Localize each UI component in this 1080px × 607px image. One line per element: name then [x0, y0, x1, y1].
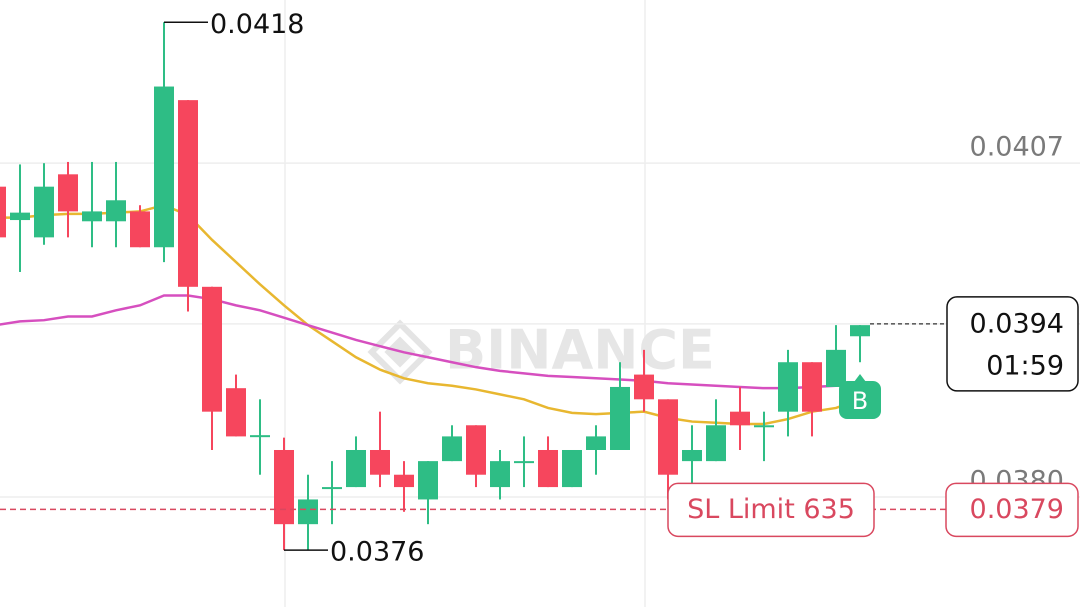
candle-body: [10, 212, 30, 221]
candle: [178, 100, 198, 312]
candle: [130, 205, 150, 248]
trade-marker-pointer: [854, 374, 866, 382]
candle: [0, 186, 6, 238]
candle-body: [586, 436, 606, 450]
candle: [34, 163, 54, 245]
candle-body: [130, 211, 150, 248]
candle-body: [34, 186, 54, 238]
candle: [610, 362, 630, 450]
candle: [154, 22, 174, 263]
candle: [442, 425, 462, 462]
watermark: BINANCE: [367, 319, 715, 385]
y-tick-label: 0.0407: [970, 132, 1064, 163]
candle-body: [442, 436, 462, 462]
candle-body: [202, 286, 222, 412]
candle: [658, 399, 678, 500]
candle: [418, 461, 438, 525]
stop-loss-order-label: SL Limit 635: [687, 494, 855, 525]
candle-body: [466, 425, 486, 475]
candle: [826, 325, 846, 387]
low-label: 0.0376: [330, 537, 424, 568]
candle-body: [394, 474, 414, 488]
candle-body: [778, 362, 798, 412]
candle: [370, 411, 390, 488]
candle-body: [682, 449, 702, 462]
candle: [490, 449, 510, 500]
candle: [586, 425, 606, 475]
candle-body: [730, 411, 750, 426]
stop-loss-order-box: [667, 482, 875, 538]
candle-body: [322, 487, 342, 490]
moving-average-line: [0, 294, 861, 390]
candle-body: [346, 449, 366, 488]
countdown: 01:59: [986, 350, 1064, 381]
watermark-text: BINANCE: [445, 319, 715, 382]
candle-body: [658, 399, 678, 475]
candle: [514, 436, 534, 488]
candle-body: [754, 425, 774, 428]
candle-body: [154, 86, 174, 248]
candle-body: [514, 461, 534, 464]
candle-body: [0, 186, 6, 238]
candle: [10, 164, 30, 272]
moving-average-line: [0, 203, 861, 426]
candle: [250, 399, 270, 475]
candle: [58, 161, 78, 238]
candle-body: [538, 449, 558, 488]
last-price-box: [946, 296, 1079, 392]
candle-body: [250, 435, 270, 438]
candle: [82, 161, 102, 248]
candle: [346, 436, 366, 488]
candle-body: [226, 388, 246, 437]
candle: [754, 411, 774, 462]
candle: [394, 461, 414, 512]
candle-body: [58, 174, 78, 212]
candle: [850, 325, 870, 363]
candle: [682, 425, 702, 488]
candle: [322, 461, 342, 525]
candle-body: [106, 200, 126, 222]
candle: [274, 437, 294, 551]
candle: [106, 161, 126, 248]
candle: [202, 286, 222, 450]
candle: [634, 349, 654, 412]
candle-body: [298, 499, 318, 525]
candle-body: [802, 362, 822, 412]
candle-body: [826, 349, 846, 387]
candle-body: [418, 461, 438, 500]
high-label: 0.0418: [210, 9, 304, 40]
candle-body: [274, 449, 294, 525]
candle: [466, 425, 486, 488]
candle-body: [82, 211, 102, 222]
candle: [538, 436, 558, 488]
candle-body: [610, 386, 630, 450]
candle: [562, 449, 582, 488]
candle-body: [178, 100, 198, 287]
candle-body: [850, 325, 870, 337]
candle-body: [706, 425, 726, 462]
candle: [778, 349, 798, 437]
candle: [730, 386, 750, 450]
trade-marker-label: B: [852, 387, 868, 415]
candle: [802, 362, 822, 437]
candle-body: [370, 449, 390, 475]
last-price-label: 0.0394: [970, 308, 1064, 339]
trade-marker: [839, 381, 881, 419]
candle-body: [634, 374, 654, 400]
stop-loss-price-label: 0.0379: [970, 494, 1064, 525]
candle: [706, 399, 726, 462]
candle-body: [562, 449, 582, 488]
candle: [298, 474, 318, 551]
candle: [226, 374, 246, 437]
candle-body: [490, 461, 510, 488]
stop-loss-price-box: [945, 482, 1079, 538]
